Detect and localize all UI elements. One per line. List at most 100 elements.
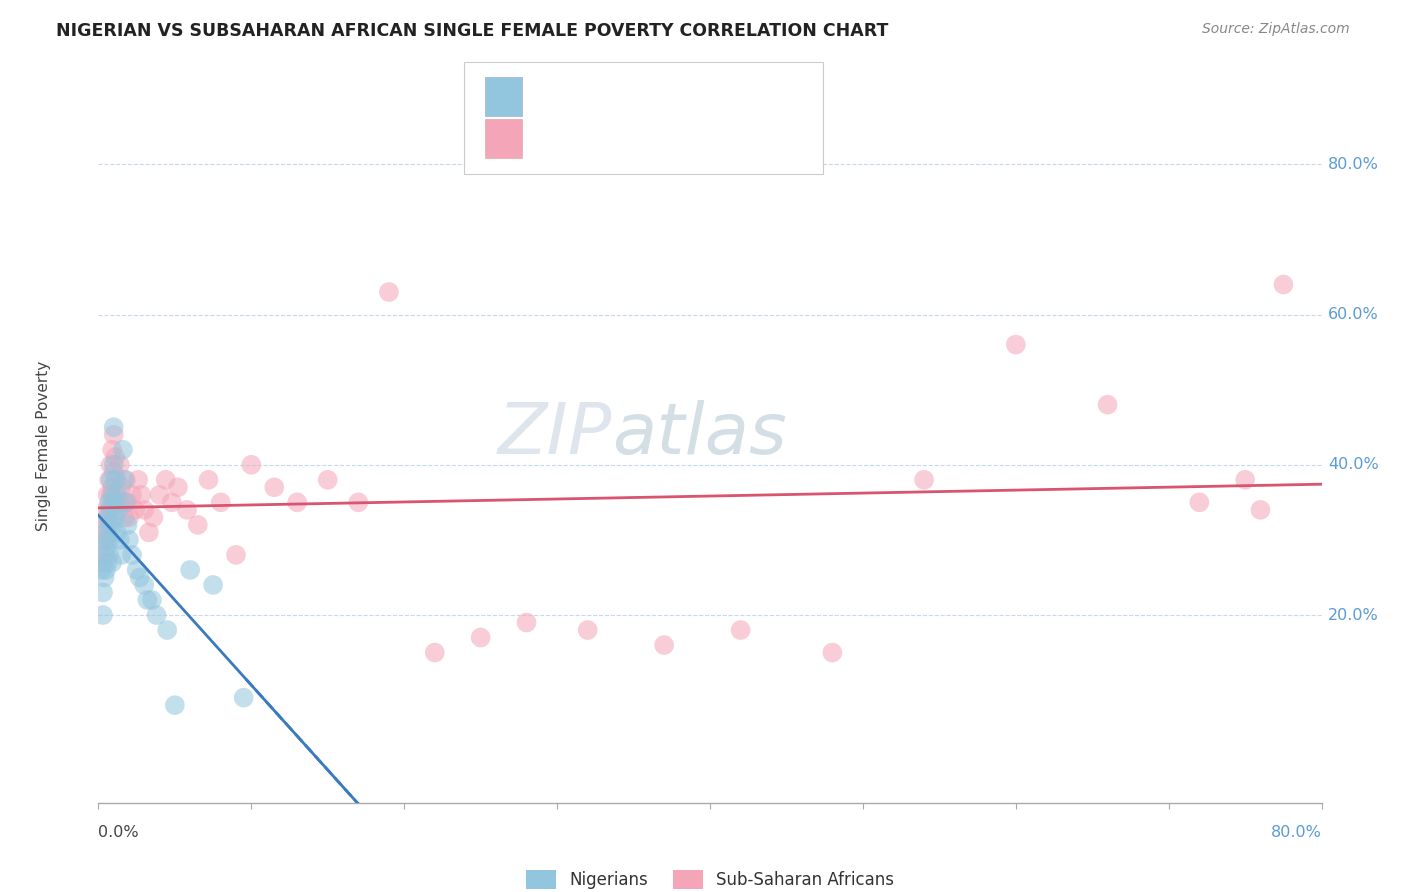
Point [187,517,209,532]
Text: N = 47: N = 47 [652,87,710,105]
Point [202,578,225,592]
Point [129,488,152,502]
Point [105,525,128,540]
Point [104,473,127,487]
Text: 40.0%: 40.0% [1327,458,1378,472]
Point [730,623,752,637]
Point [104,510,127,524]
Point [108,458,131,472]
Point [104,488,127,502]
Point [100,503,122,517]
Point [103,458,125,472]
Point [1272,277,1295,292]
Point [97,533,120,547]
Point [470,631,492,645]
Text: 80.0%: 80.0% [1271,825,1322,840]
Point [110,480,132,494]
Point [378,285,401,299]
Text: Source: ZipAtlas.com: Source: ZipAtlas.com [1202,22,1350,37]
Point [1188,495,1211,509]
Point [263,480,285,494]
Point [97,556,120,570]
Point [100,458,122,472]
Point [167,480,190,494]
Point [98,473,121,487]
Point [101,517,124,532]
Point [107,495,129,509]
Point [176,503,198,517]
Point [142,510,165,524]
Point [121,488,143,502]
Text: R = 0.125: R = 0.125 [530,129,613,147]
Point [121,548,143,562]
Point [423,646,446,660]
Point [101,488,124,502]
Point [163,698,186,713]
Point [101,556,124,570]
Point [90,533,112,547]
Point [108,533,131,547]
Point [98,517,121,532]
Point [105,473,128,487]
Point [516,615,538,630]
Point [91,607,114,622]
Point [1249,503,1271,517]
Point [97,510,120,524]
Text: 60.0%: 60.0% [1327,307,1378,322]
Point [93,548,115,562]
Point [104,450,127,465]
Point [145,607,167,622]
Point [118,533,141,547]
Point [105,488,128,502]
Point [112,473,135,487]
Point [149,488,172,502]
Point [94,541,117,555]
Point [232,690,254,705]
Point [136,593,159,607]
Point [103,427,125,442]
Point [209,495,232,509]
Point [110,548,132,562]
Point [100,533,122,547]
Point [112,510,135,524]
Legend: Nigerians, Sub-Saharan Africans: Nigerians, Sub-Saharan Africans [519,863,901,892]
Point [156,623,179,637]
Point [576,623,599,637]
Point [94,503,117,517]
Point [316,473,339,487]
Point [912,473,935,487]
Point [117,495,139,509]
Point [125,563,148,577]
Point [821,646,844,660]
Point [111,495,134,509]
Text: atlas: atlas [612,401,787,469]
Point [347,495,370,509]
Point [93,570,115,584]
Point [98,495,121,509]
Text: N = 63: N = 63 [652,129,710,147]
Point [118,510,141,524]
Point [100,473,122,487]
Point [93,548,115,562]
Point [94,563,117,577]
Point [179,563,201,577]
Point [138,525,160,540]
Point [90,563,112,577]
Point [111,442,134,457]
Point [94,525,117,540]
Point [1004,337,1026,351]
Point [91,585,114,599]
Text: 0.0%: 0.0% [98,825,139,840]
Point [1097,398,1119,412]
Point [98,503,121,517]
Point [97,488,120,502]
Point [103,465,125,479]
Point [97,517,120,532]
Text: Single Female Poverty: Single Female Poverty [37,361,51,531]
Point [101,480,124,494]
Point [100,488,122,502]
Text: 20.0%: 20.0% [1327,607,1378,623]
Point [115,473,138,487]
Point [124,503,146,517]
Point [93,517,115,532]
